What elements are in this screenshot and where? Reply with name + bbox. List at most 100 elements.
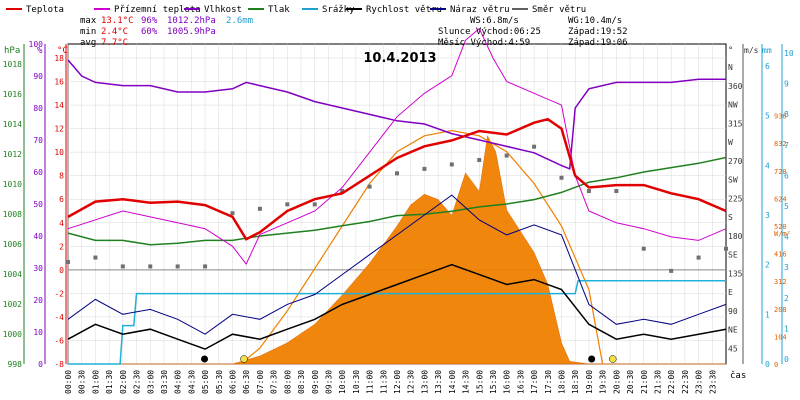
tick-deg: 315: [728, 119, 743, 128]
tick-wm2: 312: [774, 278, 787, 286]
wind-dir-point: [696, 255, 701, 260]
series-solar-max: [240, 129, 604, 365]
legend-label: Vlhkost: [204, 5, 242, 15]
wind-dir-point: [614, 189, 619, 194]
axis-unit-degc: °C: [57, 46, 68, 56]
series-solar-radiation: [68, 134, 726, 365]
wind-dir-point: [532, 144, 537, 149]
legend-label: Náraz větru: [450, 5, 510, 15]
x-tick: 23:30: [708, 370, 717, 394]
x-tick: 13:00: [420, 370, 429, 394]
tick-mm: 6: [784, 171, 789, 180]
tick-hpa: 1018: [3, 60, 22, 69]
wind-dir-point: [312, 202, 317, 207]
tick-hpa: 1014: [3, 120, 22, 129]
tick-wm2: 0: [774, 361, 778, 369]
tick-wm2: 520: [774, 223, 787, 231]
x-tick: 19:00: [585, 370, 594, 394]
tick-mm: 3: [784, 263, 789, 272]
tick-pct: 20: [33, 296, 43, 305]
tick-deg: N: [728, 63, 733, 72]
tick-hpa: 1010: [3, 180, 22, 189]
tick-deg: S: [728, 213, 733, 222]
wind-dir-point: [504, 153, 509, 158]
wind-dir-point: [395, 171, 399, 176]
wind-dir-point: [586, 189, 591, 194]
wind-dir-point: [148, 264, 153, 269]
x-tick: 01:30: [105, 370, 114, 394]
x-tick: 23:00: [695, 370, 704, 394]
wind-dir-point: [120, 264, 125, 269]
tick-deg: 45: [728, 344, 738, 353]
series-srazky: [68, 280, 726, 365]
stat-ws: WS:6.8m/s: [470, 16, 519, 26]
chart-title: 10.4.2013: [363, 51, 436, 66]
x-tick: 04:00: [174, 370, 183, 394]
x-tick: 00:30: [78, 370, 87, 394]
x-tick: 04:30: [187, 370, 196, 394]
x-tick: 13:30: [434, 370, 443, 394]
wind-dir-point: [641, 246, 646, 251]
wind-dir-point: [367, 184, 372, 189]
tick-deg: 225: [728, 194, 743, 203]
tick-mm: 8: [784, 110, 789, 119]
sunrise-marker: [240, 355, 248, 363]
tick-ms: 1: [765, 310, 770, 319]
stat-min_hum: 60%: [141, 27, 158, 37]
legend-label: Směr větru: [532, 5, 586, 15]
tick-wm2: 416: [774, 251, 787, 259]
x-tick: 18:30: [571, 370, 580, 394]
wind-dir-point: [340, 189, 345, 194]
wind-dir-point: [449, 162, 454, 167]
x-tick: 11:00: [366, 370, 375, 394]
stat-wg: WG:10.4m/s: [568, 16, 622, 26]
sunset-marker: [609, 355, 617, 363]
stat-moon-set: Západ:19:06: [568, 38, 628, 48]
wind-dir-point: [285, 202, 290, 207]
tick-deg: 180: [728, 232, 743, 241]
stat-max_label: max: [80, 16, 97, 26]
stat-moon: Měsíc Východ:4:59: [438, 38, 530, 48]
tick-degc: 12: [54, 125, 64, 134]
tick-hpa: 1000: [3, 330, 22, 339]
tick-deg: NW: [728, 101, 738, 110]
tick-mm: 7: [784, 141, 789, 150]
x-tick: 08:00: [283, 370, 292, 394]
tick-pct: 0: [38, 360, 43, 369]
wind-dir-point: [559, 175, 564, 180]
stat-avg_label: avg: [80, 38, 96, 48]
tick-mm: 4: [784, 233, 789, 242]
tick-hpa: 1002: [3, 300, 22, 309]
x-tick: 09:30: [324, 370, 333, 394]
tick-ms: 6: [765, 62, 770, 71]
moonrise-marker: [201, 355, 209, 363]
tick-pct: 50: [33, 200, 43, 209]
x-tick: 15:30: [489, 370, 498, 394]
tick-pct: 100: [29, 40, 44, 49]
tick-mm: 1: [784, 324, 789, 333]
axis-unit-wm2: W/m²: [774, 230, 791, 238]
x-tick: 05:30: [215, 370, 224, 394]
tick-deg: 270: [728, 157, 743, 166]
wind-dir-point: [422, 166, 427, 171]
axis-unit-mm: mm: [762, 46, 772, 55]
wind-dir-point: [724, 246, 728, 251]
legend-label: Přízemní teplota: [114, 5, 201, 15]
stat-max_rain: 2.6mm: [226, 16, 253, 26]
tick-degc: 4: [59, 219, 64, 228]
tick-ms: 2: [765, 261, 770, 270]
tick-pct: 40: [33, 232, 43, 241]
x-tick: 19:30: [599, 370, 608, 394]
tick-hpa: 1012: [3, 150, 22, 159]
tick-wm2: 936: [774, 113, 787, 121]
series-rychlost-vetru: [67, 263, 727, 350]
tick-wm2: 728: [774, 168, 787, 176]
tick-hpa: 1008: [3, 210, 22, 219]
tick-pct: 60: [33, 168, 43, 177]
tick-mm: 5: [784, 202, 789, 211]
series-teplota: [67, 117, 727, 241]
tick-hpa: 1004: [3, 270, 22, 279]
wind-dir-point: [203, 264, 208, 269]
wind-dir-point: [230, 211, 235, 216]
